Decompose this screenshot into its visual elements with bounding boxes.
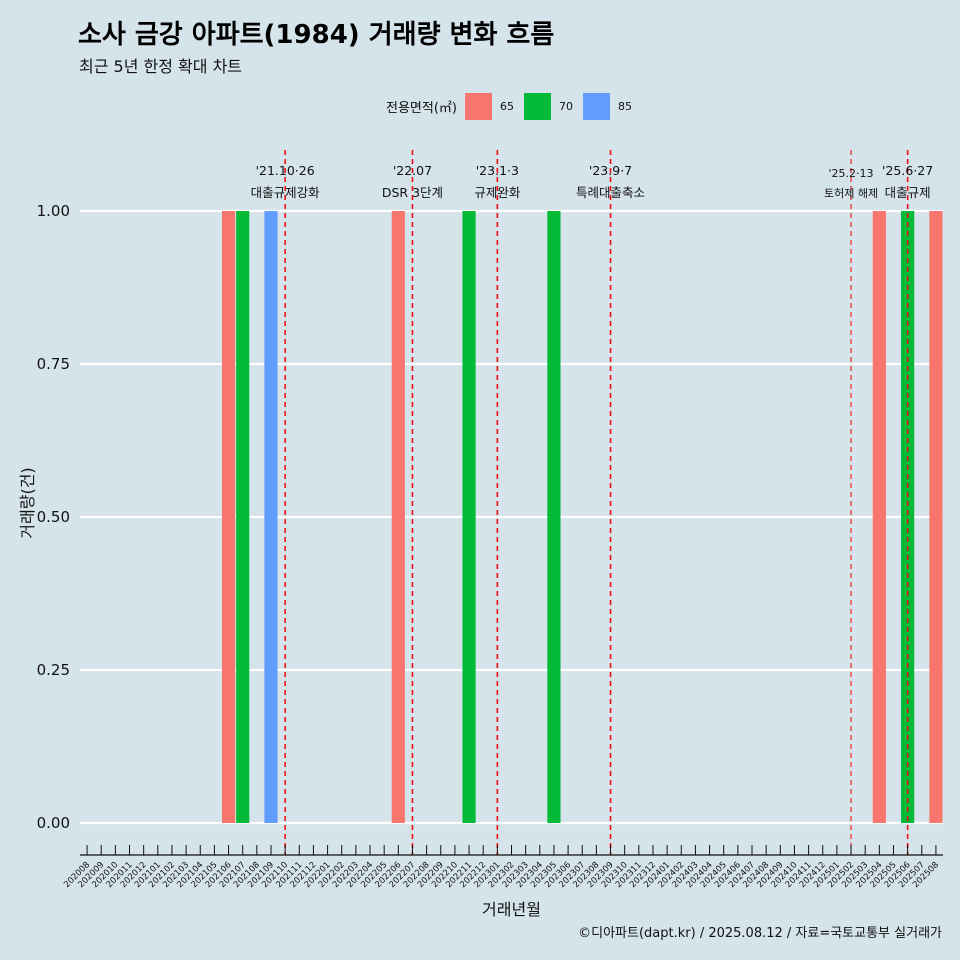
bar-65-202206 [391, 211, 405, 823]
y-tick-label: 0.75 [37, 355, 70, 373]
legend-item-85: 85 [582, 92, 632, 120]
bar-65-202106 [221, 211, 236, 823]
legend-label-85: 85 [617, 99, 632, 113]
bar-70-202305 [547, 211, 561, 823]
bar-70-202506 [901, 211, 915, 823]
y-tick-label: 0.00 [37, 814, 70, 832]
chart-subtitle: 최근 5년 한정 확대 차트 [79, 57, 243, 76]
legend-key-65 [464, 92, 492, 120]
bar-70-202211 [462, 211, 476, 823]
y-tick-label: 1.00 [37, 202, 70, 220]
x-axis-title: 거래년월 [482, 900, 541, 919]
bar-65-202504 [872, 211, 886, 823]
event-date-label: '23.1·3 [476, 163, 519, 178]
event-name-label: 대출규제강화 [251, 185, 321, 200]
event-date-label: '23.9·7 [589, 163, 632, 178]
legend-item-70: 70 [523, 92, 573, 120]
y-tick-label: 0.50 [37, 508, 70, 526]
legend-key-70 [523, 92, 551, 120]
event-name-label: DSR 3단계 [382, 185, 443, 200]
bar-65-202508 [929, 211, 943, 823]
event-date-label: '21.10·26 [256, 163, 315, 178]
event-name-label: 특례대출축소 [576, 185, 645, 200]
chart-title: 소사 금강 아파트(1984) 거래량 변화 흐름 [78, 20, 555, 50]
bar-70-202107 [236, 211, 250, 823]
event-date-label: '25.6·27 [882, 163, 933, 178]
legend: 전용면적(㎡) 65 70 85 [386, 92, 642, 120]
event-date-label: '22.07 [393, 163, 432, 178]
caption: ©디아파트(dapt.kr) / 2025.08.12 / 자료=국토교통부 실… [578, 926, 942, 941]
event-name-label: 규제완화 [474, 185, 521, 200]
y-axis-title: 거래량(건) [18, 467, 37, 538]
event-date-label: '25.2·13 [829, 167, 874, 180]
legend-item-65: 65 [464, 92, 514, 120]
legend-label-70: 70 [558, 99, 573, 113]
y-tick-label: 0.25 [37, 661, 70, 679]
legend-title: 전용면적(㎡) [386, 100, 457, 116]
legend-key-85 [582, 92, 610, 120]
event-name-label: 토허제 해제 [824, 186, 878, 200]
legend-label-65: 65 [499, 99, 514, 113]
event-name-label: 대출규제 [885, 185, 931, 200]
bar-85-202109 [264, 211, 278, 823]
